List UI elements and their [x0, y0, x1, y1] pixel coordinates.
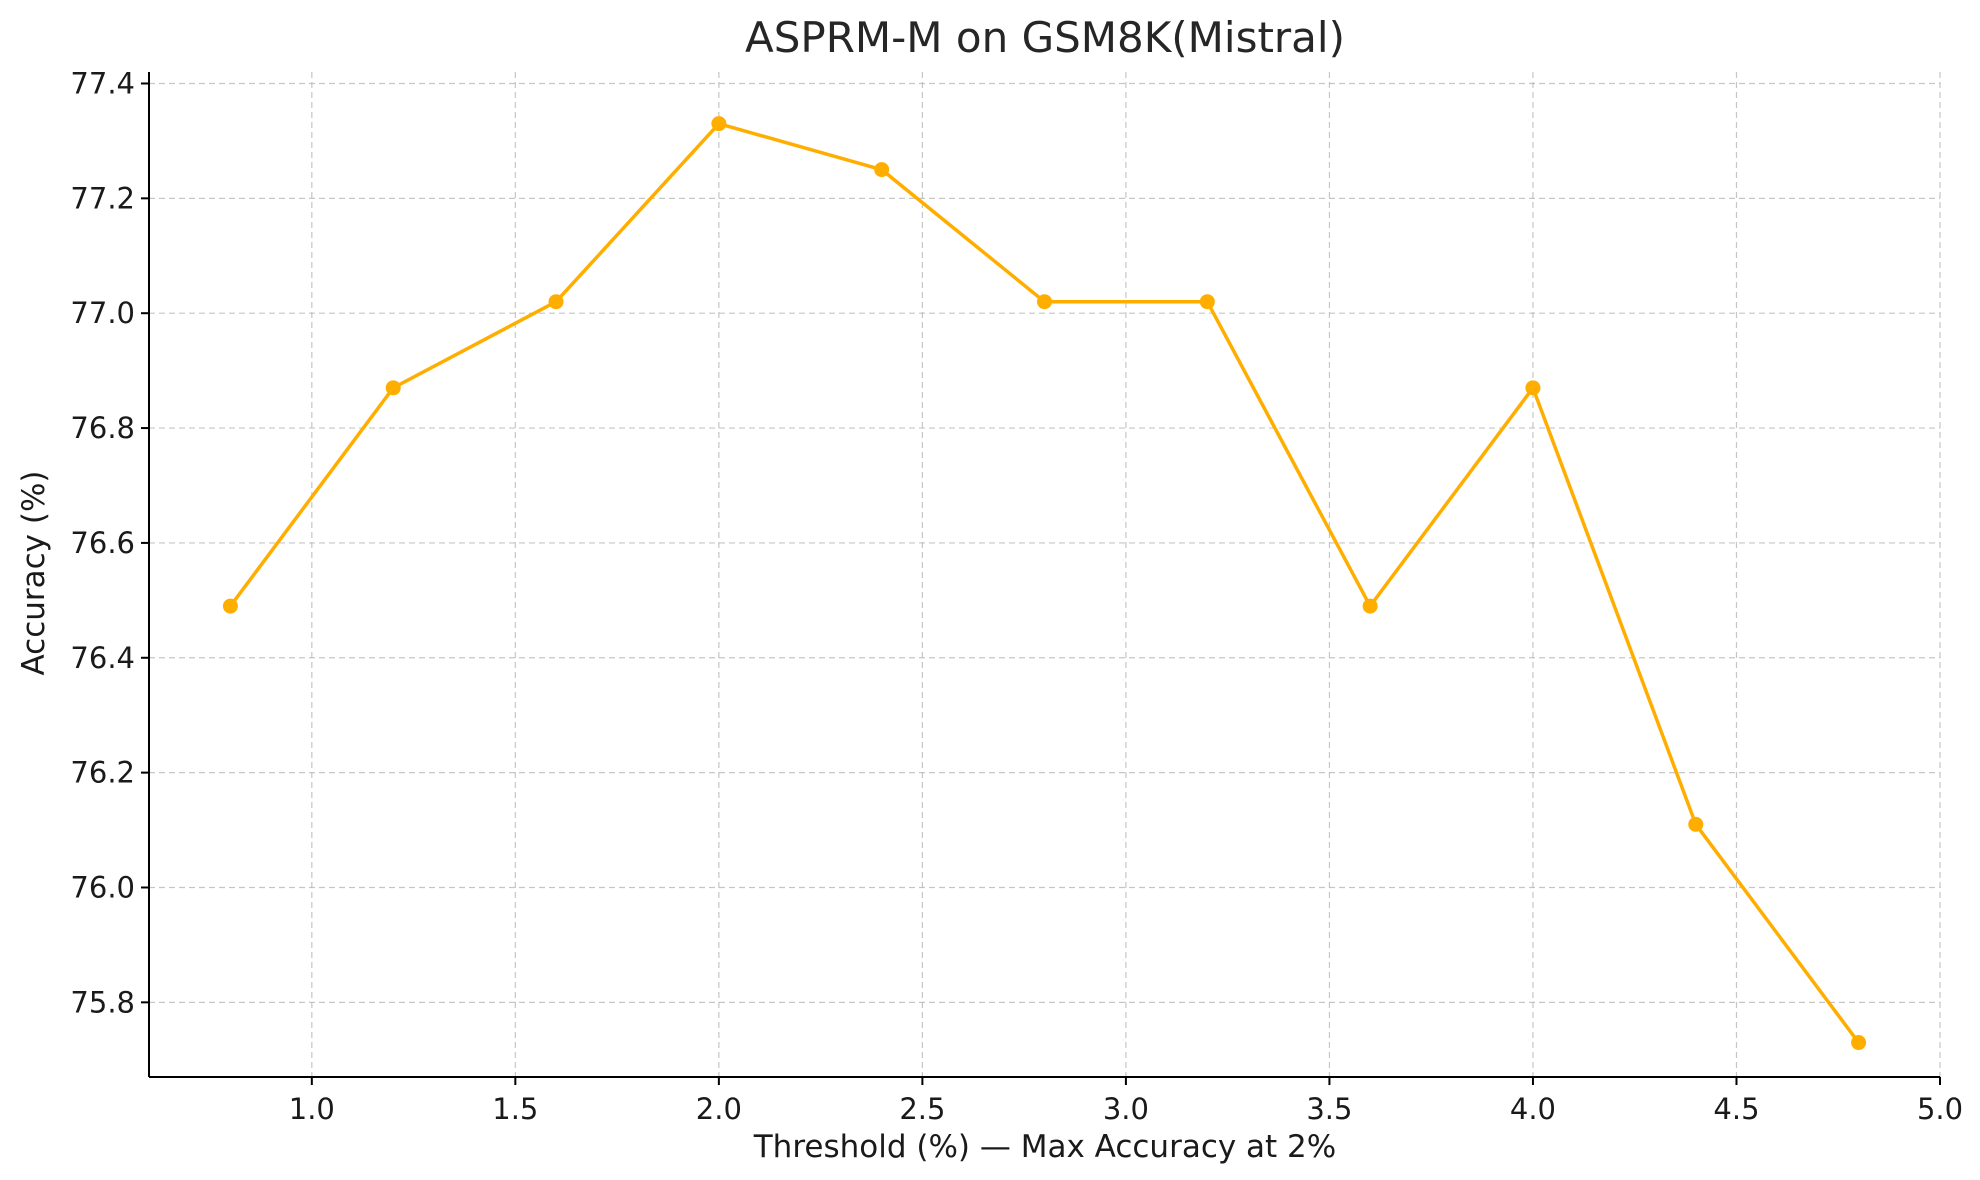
y-tick-label: 76.6 — [70, 526, 135, 560]
data-point — [1525, 380, 1541, 396]
x-axis-ticks: 1.0 1.5 2.0 2.5 3.0 3.5 4.0 4.5 5.0 — [289, 1077, 1963, 1126]
y-tick-label: 77.0 — [70, 296, 135, 330]
y-tick-label: 75.8 — [70, 985, 135, 1019]
grid-lines — [149, 72, 1941, 1077]
axes — [148, 72, 1940, 1078]
data-point — [548, 294, 564, 310]
x-tick-label: 2.0 — [696, 1092, 742, 1126]
y-tick-label: 77.2 — [70, 181, 135, 215]
x-tick-label: 2.5 — [899, 1092, 945, 1126]
y-tick-label: 76.8 — [70, 411, 135, 445]
y-tick-label: 76.2 — [70, 756, 135, 790]
chart-title: ASPRM-M on GSM8K(Mistral) — [745, 13, 1345, 62]
x-tick-label: 4.5 — [1713, 1092, 1759, 1126]
x-tick-label: 1.5 — [492, 1092, 538, 1126]
x-tick-label: 5.0 — [1917, 1092, 1963, 1126]
data-point — [874, 162, 890, 178]
y-tick-label: 76.0 — [70, 870, 135, 904]
y-tick-label: 76.4 — [70, 641, 135, 675]
x-axis-title: Threshold (%) — Max Accuracy at 2% — [753, 1129, 1337, 1165]
x-tick-label: 1.0 — [289, 1092, 335, 1126]
y-tick-label: 77.4 — [70, 66, 135, 100]
data-point — [385, 380, 401, 396]
series-line — [229, 121, 1860, 1044]
data-point — [1688, 816, 1704, 832]
y-axis-ticks: 75.8 76.0 76.2 76.4 76.6 76.8 77.0 77.2 77.4 — [70, 66, 149, 1019]
y-axis-title: Accuracy (%) — [16, 470, 52, 675]
x-tick-label: 3.5 — [1306, 1092, 1352, 1126]
data-series — [222, 116, 1867, 1051]
data-point — [1199, 294, 1215, 310]
data-point — [1037, 294, 1052, 310]
data-point — [222, 598, 238, 614]
data-point — [1362, 598, 1378, 614]
data-point — [1851, 1035, 1867, 1051]
x-tick-label: 4.0 — [1510, 1092, 1556, 1126]
data-point — [711, 116, 727, 132]
x-tick-label: 3.0 — [1103, 1092, 1149, 1126]
